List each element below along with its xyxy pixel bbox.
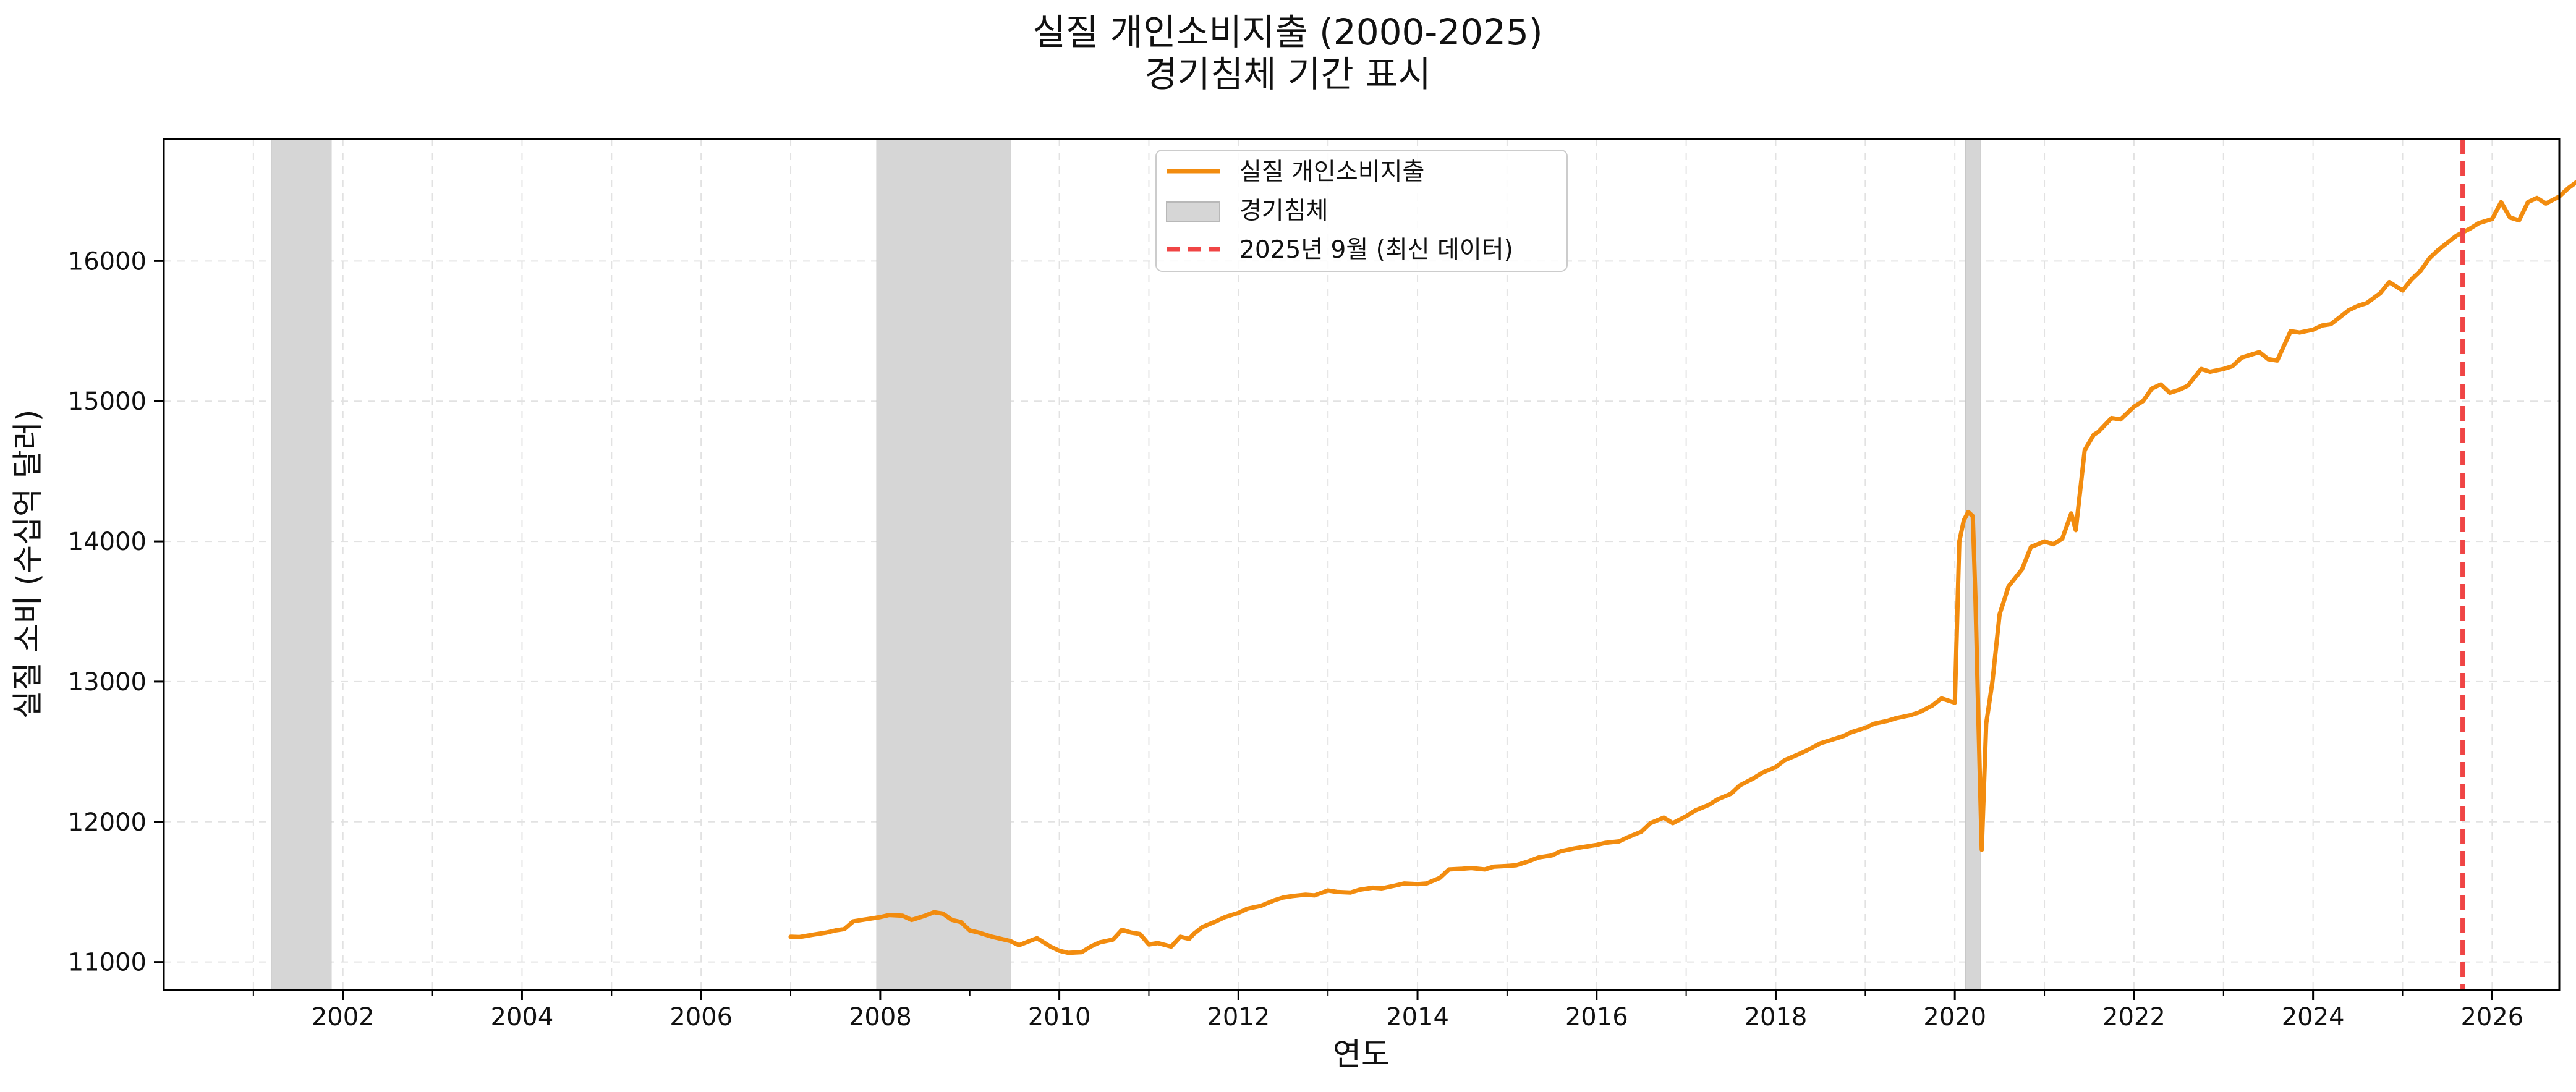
x-axis-label: 연도: [1333, 1036, 1390, 1072]
x-axis: 2002 2004 2006 2008 2010 2012 2014 2016 2018 2020…: [252, 990, 2523, 1031]
y-tick-label: 16000: [68, 247, 147, 276]
legend-series-label: 실질 개인소비지출: [1239, 158, 1424, 186]
x-tick-label: 2018: [1745, 1003, 1808, 1031]
y-tick-label: 12000: [68, 808, 147, 837]
series-line: [788, 179, 2576, 955]
x-tick-label: 2026: [2460, 1003, 2523, 1031]
x-tick-label: 2002: [312, 1003, 375, 1031]
y-tick-label: 11000: [68, 949, 147, 977]
legend: 실질 개인소비지출 경기침체 2025년 9월 (최신 데이터): [1155, 150, 1568, 272]
legend-recession-swatch: [1166, 201, 1220, 222]
x-tick-label: 2012: [1207, 1003, 1270, 1031]
y-tick-label: 14000: [68, 528, 147, 556]
legend-recession-label: 경기침체: [1239, 197, 1328, 225]
x-tick-label: 2014: [1386, 1003, 1449, 1031]
chart-subtitle: 경기침체 기간 표시: [1144, 53, 1431, 95]
plot-area: [163, 138, 2576, 991]
chart-title: 실질 개인소비지출 (2000-2025): [1032, 11, 1542, 53]
x-tick-label: 2016: [1565, 1003, 1628, 1031]
legend-latest-label: 2025년 9월 (최신 데이터): [1239, 236, 1513, 264]
recession-band: [876, 138, 1011, 991]
plot-background: [164, 139, 2559, 990]
x-tick-label: 2008: [849, 1003, 912, 1031]
x-tick-label: 2022: [2102, 1003, 2166, 1031]
x-tick-label: 2020: [1923, 1003, 1986, 1031]
x-tick-label: 2004: [491, 1003, 554, 1031]
plot-frame: [163, 138, 2561, 991]
x-tick-label: 2006: [670, 1003, 733, 1031]
x-tick-label: 2010: [1028, 1003, 1091, 1031]
y-axis-label: 실질 소비 (수십억 달러): [10, 410, 46, 719]
x-tick-label: 2024: [2282, 1003, 2345, 1031]
y-tick-label: 15000: [68, 387, 147, 416]
recession-band: [271, 138, 332, 991]
y-axis: 11000 12000 13000 14000 15000 16000: [68, 247, 164, 977]
legend-box: [1155, 150, 1568, 272]
y-tick-label: 13000: [68, 668, 147, 696]
